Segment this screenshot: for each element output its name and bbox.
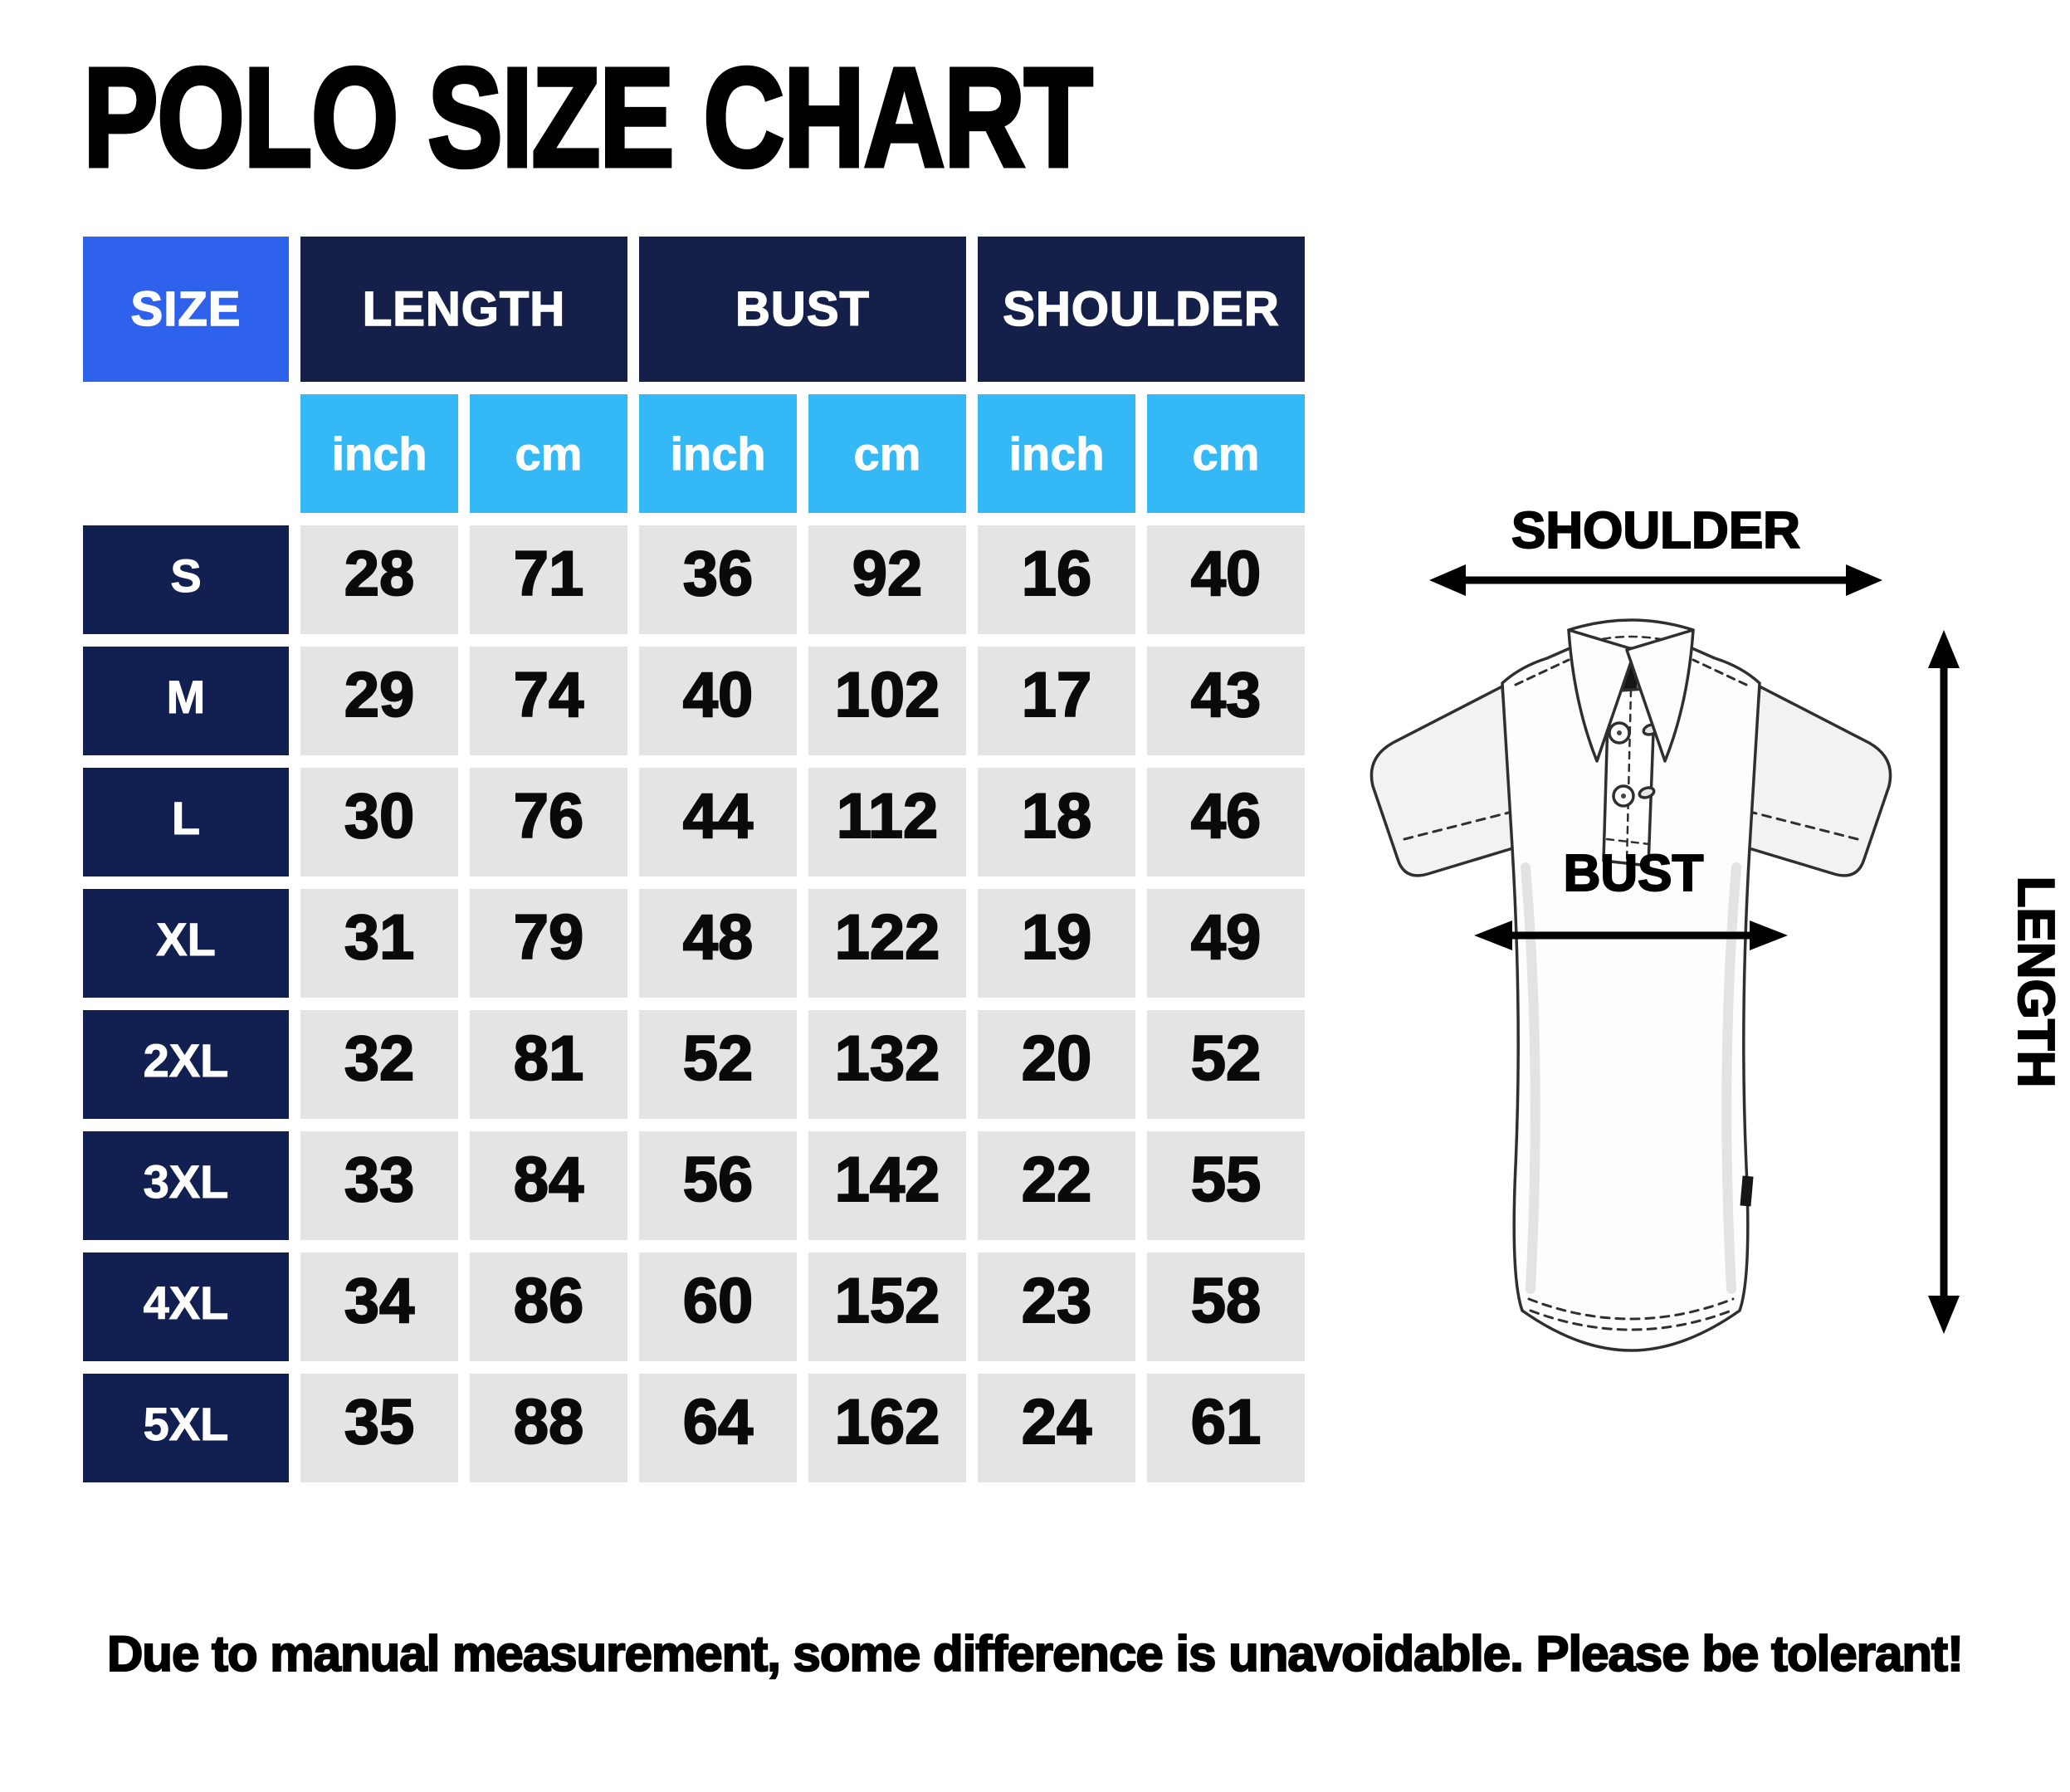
value-cell: 86 [470,1252,627,1361]
footer-note: Due to manual measurement, some differen… [106,1625,1965,1682]
value-cell: 31 [300,889,458,998]
value-cell: 18 [978,768,1135,876]
size-cell: S [83,525,289,634]
value-cell: 52 [1147,1010,1305,1119]
side-tag [1740,1175,1754,1207]
value-cell: 35 [300,1374,458,1482]
value-cell: 32 [300,1010,458,1119]
value-cell: 84 [470,1131,627,1240]
unit-header-bust-inch: inch [639,394,797,513]
value-cell: 76 [470,768,627,876]
collar-right-flap [1625,628,1695,763]
value-cell: 60 [639,1252,797,1361]
polo-shirt [1369,618,1892,1352]
value-cell: 56 [639,1131,797,1240]
value-cell: 30 [300,768,458,876]
value-cell: 44 [639,768,797,876]
value-cell: 16 [978,525,1135,634]
value-cell: 24 [978,1374,1135,1482]
size-cell: M [83,647,289,755]
value-cell: 81 [470,1010,627,1119]
size-cell: 2XL [83,1010,289,1119]
value-cell: 92 [808,525,966,634]
length-arrow [1928,630,1960,1334]
size-cell: 3XL [83,1131,289,1240]
page-title: POLO SIZE CHART [81,37,1095,199]
size-cell: 5XL [83,1374,289,1482]
value-cell: 52 [639,1010,797,1119]
value-cell: 55 [1147,1131,1305,1240]
value-cell: 43 [1147,647,1305,755]
value-cell: 40 [1147,525,1305,634]
value-cell: 132 [808,1010,966,1119]
value-cell: 71 [470,525,627,634]
value-cell: 36 [639,525,797,634]
bust-arrow [1474,920,1788,950]
value-cell: 61 [1147,1374,1305,1482]
size-cell: XL [83,889,289,998]
unit-header-shoulder-cm: cm [1147,394,1305,513]
column-header-bust: BUST [639,237,966,382]
value-cell: 102 [808,647,966,755]
button-loop [1638,786,1656,799]
value-cell: 34 [300,1252,458,1361]
collar-left-flap [1567,628,1637,763]
bust-label: BUST [1564,845,1704,902]
value-cell: 49 [1147,889,1305,998]
value-cell: 64 [639,1374,797,1482]
right-sleeve [1745,685,1892,877]
left-sleeve [1369,685,1517,877]
column-header-shoulder: SHOULDER [978,237,1305,382]
value-cell: 122 [808,889,966,998]
value-cell: 58 [1147,1252,1305,1361]
value-cell: 29 [300,647,458,755]
unit-header-shoulder-inch: inch [978,394,1135,513]
value-cell: 74 [470,647,627,755]
polo-diagram-svg: SHOULDER [1369,501,2065,1352]
length-label: LENGTH [2007,876,2064,1088]
value-cell: 40 [639,647,797,755]
value-cell: 46 [1147,768,1305,876]
value-cell: 22 [978,1131,1135,1240]
value-cell: 162 [808,1374,966,1482]
value-cell: 28 [300,525,458,634]
shoulder-label: SHOULDER [1511,502,1800,559]
unit-header-length-inch: inch [300,394,458,513]
size-cell: L [83,768,289,876]
size-cell: 4XL [83,1252,289,1361]
value-cell: 79 [470,889,627,998]
measurement-diagram: SHOULDER [1320,469,2067,1523]
value-cell: 142 [808,1131,966,1240]
value-cell: 88 [470,1374,627,1482]
unit-header-bust-cm: cm [808,394,966,513]
value-cell: 48 [639,889,797,998]
value-cell: 33 [300,1131,458,1240]
shoulder-arrow [1429,564,1882,596]
size-chart-table: SIZE LENGTH BUST SHOULDER inch cm inch c… [83,237,1305,1482]
value-cell: 152 [808,1252,966,1361]
column-header-length: LENGTH [300,237,627,382]
unit-row-spacer [83,394,289,513]
column-header-size: SIZE [83,237,289,382]
value-cell: 23 [978,1252,1135,1361]
value-cell: 112 [808,768,966,876]
value-cell: 17 [978,647,1135,755]
value-cell: 19 [978,889,1135,998]
value-cell: 20 [978,1010,1135,1119]
unit-header-length-cm: cm [470,394,627,513]
